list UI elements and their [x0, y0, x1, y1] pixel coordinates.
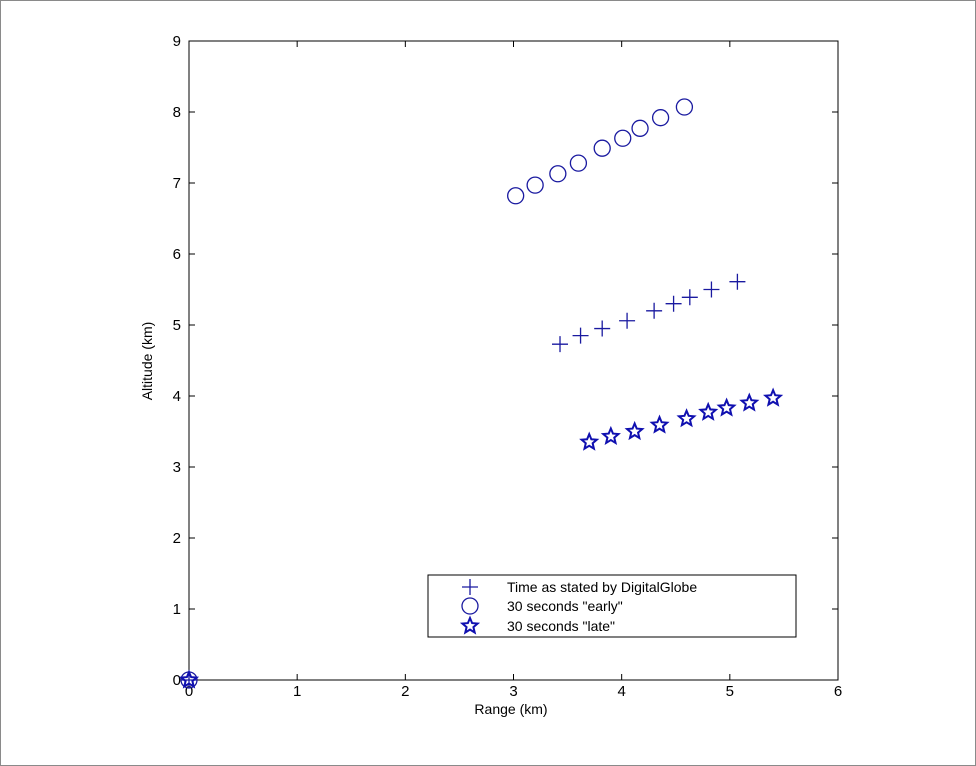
point-digitalglobe: [572, 327, 589, 344]
point-early: [614, 129, 632, 147]
point-late: [600, 425, 621, 446]
point-digitalglobe: [681, 289, 698, 306]
point-digitalglobe: [703, 281, 720, 298]
point-late: [739, 392, 760, 412]
point-late: [579, 431, 600, 451]
y-tick-labels: 0 1 2 3 4 5 6 7 8 9: [173, 33, 181, 689]
y-tick-label: 1: [173, 601, 181, 618]
point-early: [549, 165, 567, 183]
data-markers: [178, 98, 784, 689]
y-tick-label: 2: [173, 530, 181, 547]
legend-label-digitalglobe: Time as stated by DigitalGlobe: [507, 579, 697, 595]
x-tick-label: 2: [401, 683, 409, 700]
point-late: [698, 401, 719, 421]
point-early: [651, 109, 670, 127]
y-tick-label: 0: [173, 672, 181, 689]
y-tick-label: 8: [173, 104, 181, 121]
point-late: [649, 414, 670, 434]
y-axis-label: Altitude (km): [139, 322, 155, 401]
y-tick-label: 3: [173, 459, 181, 476]
point-digitalglobe: [552, 336, 569, 353]
x-tick-labels: 0 1 2 3 4 5 6: [185, 683, 842, 700]
point-late: [178, 669, 200, 689]
x-tick-label: 3: [509, 683, 517, 700]
legend-symbol-star: [459, 615, 481, 635]
x-tick-label: 0: [185, 683, 193, 700]
point-late: [763, 387, 784, 407]
point-late: [716, 397, 737, 417]
legend-label-early: 30 seconds "early": [507, 598, 623, 614]
point-late: [676, 408, 697, 428]
legend-label-late: 30 seconds "late": [507, 618, 615, 634]
point-early: [507, 187, 525, 205]
point-digitalglobe: [646, 302, 663, 319]
x-axis-label: Range (km): [474, 701, 547, 717]
y-tick-label: 4: [173, 388, 181, 405]
point-digitalglobe: [729, 273, 746, 290]
legend-symbol-circle: [461, 597, 479, 615]
point-early: [631, 119, 649, 137]
x-tick-label: 1: [293, 683, 301, 700]
y-tick-label: 5: [173, 317, 181, 334]
point-late: [624, 420, 645, 441]
point-digitalglobe: [594, 320, 611, 337]
y-tick-label: 7: [173, 175, 181, 192]
x-tick-label: 6: [834, 683, 842, 700]
point-early: [569, 154, 588, 172]
legend: Time as stated by DigitalGlobe 30 second…: [427, 574, 797, 638]
point-digitalglobe: [619, 312, 636, 329]
legend-symbols: [459, 579, 481, 635]
legend-box: [427, 574, 797, 638]
point-digitalglobe: [665, 295, 682, 312]
point-early: [675, 98, 694, 116]
point-early: [593, 139, 611, 157]
plot-area: [188, 40, 839, 681]
x-tick-label: 5: [726, 683, 734, 700]
y-tick-label: 6: [173, 246, 181, 263]
y-tick-label: 9: [173, 33, 181, 50]
x-tick-label: 4: [617, 683, 625, 700]
legend-symbol-plus: [462, 579, 478, 595]
point-early: [526, 176, 544, 194]
